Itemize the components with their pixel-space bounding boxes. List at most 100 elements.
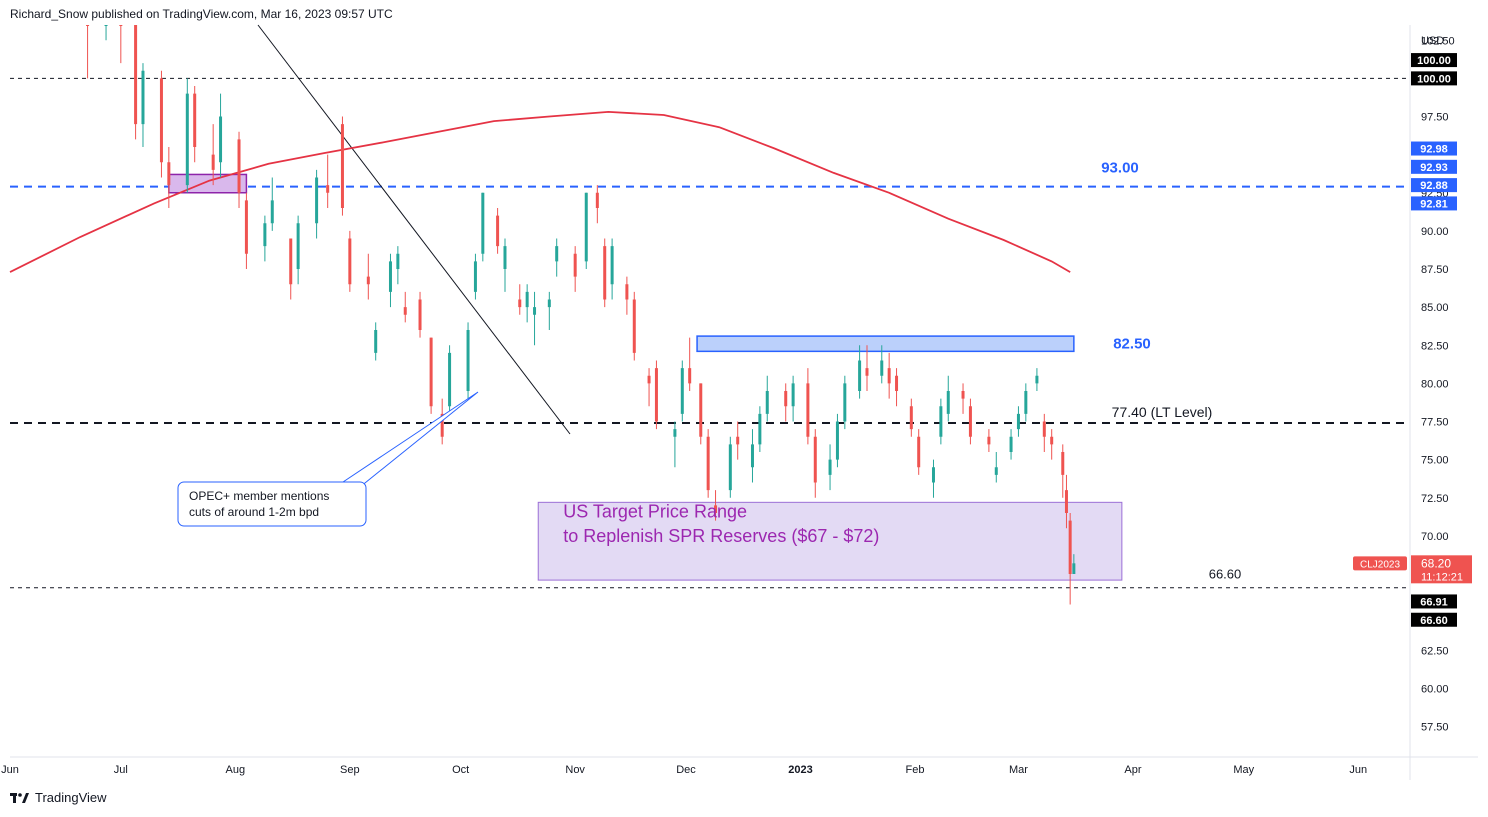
candle-body bbox=[518, 299, 522, 308]
candle-body bbox=[654, 368, 658, 422]
candle-27 bbox=[429, 337, 433, 414]
candle-28 bbox=[440, 398, 444, 445]
y-tick-label-13: 60.00 bbox=[1421, 683, 1449, 695]
candle-16 bbox=[296, 215, 300, 285]
candle-74 bbox=[931, 459, 935, 498]
candle-23 bbox=[388, 253, 392, 308]
price-badge-3: 92.93 bbox=[1411, 159, 1457, 174]
candle-body bbox=[219, 116, 223, 163]
candle-66 bbox=[843, 375, 847, 430]
price-badge-bg bbox=[1411, 159, 1457, 174]
price-badge-text: 66.60 bbox=[1420, 615, 1448, 627]
candle-body bbox=[673, 429, 677, 437]
resistance-label: 82.50 bbox=[1113, 336, 1151, 353]
candle-65 bbox=[835, 413, 839, 468]
downtrend-line[interactable] bbox=[257, 24, 571, 435]
candle-71 bbox=[895, 368, 899, 407]
symbol-tag-bg bbox=[1353, 556, 1407, 571]
current-price-bg bbox=[1411, 555, 1472, 584]
opec-callout-line-2: cuts of around 1-2m bpd bbox=[189, 505, 319, 519]
price-badge-bg bbox=[1411, 612, 1457, 627]
candle-body bbox=[533, 307, 537, 315]
candle-82 bbox=[1016, 406, 1020, 437]
candle-17 bbox=[315, 169, 319, 239]
candle-body bbox=[159, 78, 163, 163]
candle-body bbox=[994, 467, 998, 475]
candle-body bbox=[680, 368, 684, 414]
candle-4 bbox=[141, 63, 145, 147]
target-zone-title-1: US Target Price Range bbox=[563, 502, 747, 522]
candle-52 bbox=[699, 383, 703, 445]
candle-85 bbox=[1042, 413, 1046, 452]
candle-body bbox=[448, 352, 452, 407]
candle-body bbox=[909, 406, 913, 430]
footer-brand[interactable]: TradingView bbox=[10, 790, 107, 805]
price-badge-6: 66.91 bbox=[1411, 594, 1457, 609]
candle-body bbox=[525, 291, 529, 308]
candle-body bbox=[366, 276, 370, 285]
candle-40 bbox=[573, 246, 577, 292]
candles-layer bbox=[86, 25, 1076, 605]
candle-body bbox=[396, 253, 400, 269]
candle-14 bbox=[270, 177, 274, 231]
level-label-666: 66.60 bbox=[1209, 567, 1242, 582]
candle-body bbox=[887, 368, 891, 384]
candle-body bbox=[547, 299, 551, 308]
candle-53 bbox=[706, 429, 710, 498]
candle-body bbox=[1068, 520, 1072, 574]
candle-62 bbox=[806, 368, 810, 445]
target-zone-title-2: to Replenish SPR Reserves ($67 - $72) bbox=[563, 526, 879, 546]
publisher-header: Richard_Snow published on TradingView.co… bbox=[10, 7, 393, 21]
candle-41 bbox=[584, 192, 588, 269]
candle-body bbox=[211, 154, 215, 170]
y-tick-label-4: 87.50 bbox=[1421, 264, 1449, 276]
y-tick-label-6: 82.50 bbox=[1421, 340, 1449, 352]
candle-2 bbox=[119, 25, 123, 64]
candle-58 bbox=[758, 406, 762, 452]
candle-body bbox=[237, 139, 241, 193]
candle-body bbox=[403, 307, 407, 315]
candle-body bbox=[699, 383, 703, 437]
candle-12 bbox=[244, 192, 248, 269]
candle-10 bbox=[219, 93, 223, 178]
candle-body bbox=[632, 299, 636, 353]
tradingview-brand-label: TradingView bbox=[35, 790, 107, 805]
x-tick-label-4: Oct bbox=[452, 764, 469, 776]
price-badge-bg bbox=[1411, 594, 1457, 609]
candle-body bbox=[1009, 436, 1013, 452]
candle-body bbox=[765, 391, 769, 414]
candle-body bbox=[263, 223, 267, 247]
candle-69 bbox=[880, 345, 884, 384]
candle-body bbox=[1035, 375, 1039, 384]
current-price-text: 68.20 bbox=[1421, 556, 1451, 570]
candle-3 bbox=[134, 25, 138, 140]
candle-50 bbox=[680, 360, 684, 422]
moving-average-layer bbox=[9, 110, 1071, 273]
price-badge-text: 100.00 bbox=[1417, 55, 1451, 67]
candle-45 bbox=[625, 276, 629, 315]
candle-20 bbox=[348, 230, 352, 292]
candle-body bbox=[813, 436, 817, 483]
y-tick-label-3: 90.00 bbox=[1421, 226, 1449, 238]
candle-body bbox=[688, 368, 692, 384]
candle-75 bbox=[939, 398, 943, 445]
candle-body bbox=[1061, 452, 1065, 475]
candle-63 bbox=[813, 429, 817, 498]
time-axis: Jun Jul Aug Sep Oct Nov Dec 2023 Feb Mar Apr May Jun bbox=[1, 764, 1367, 776]
candle-9 bbox=[211, 124, 215, 186]
candle-body bbox=[134, 25, 138, 125]
candle-body bbox=[917, 436, 921, 468]
candle-36 bbox=[525, 284, 529, 323]
candle-5 bbox=[159, 70, 163, 178]
candle-body bbox=[843, 383, 847, 422]
candle-body bbox=[193, 93, 197, 147]
candle-body bbox=[348, 238, 352, 285]
candle-body bbox=[496, 215, 500, 247]
candle-70 bbox=[887, 352, 891, 399]
candle-body bbox=[119, 25, 123, 26]
candle-body bbox=[791, 383, 795, 407]
candle-83 bbox=[1024, 383, 1028, 422]
candle-37 bbox=[533, 291, 537, 346]
y-tick-label-12: 62.50 bbox=[1421, 645, 1449, 657]
